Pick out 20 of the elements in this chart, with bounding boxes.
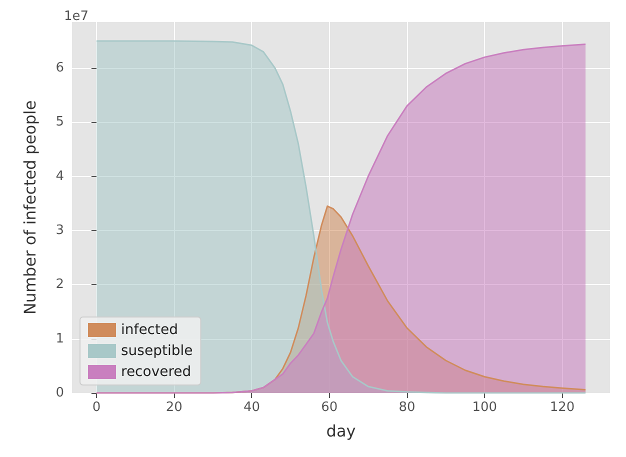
- legend-label: suseptible: [121, 343, 193, 359]
- x-tick-label: 20: [166, 400, 182, 415]
- y-tick-label: 0: [56, 386, 64, 400]
- y-tick-label: 3: [56, 223, 64, 238]
- x-tick-label: 100: [472, 400, 498, 415]
- annotation: 1e7: [64, 9, 89, 24]
- x-tick-label: 120: [550, 400, 575, 415]
- y-tick-label: 5: [56, 114, 64, 130]
- x-tick-label: 80: [398, 400, 416, 415]
- x-tick-label: 60: [321, 400, 338, 415]
- y-tick-label: 4: [56, 168, 64, 184]
- y-axis-title: Number of infected people: [20, 100, 40, 315]
- legend-label: recovered: [121, 364, 192, 380]
- y-tick-label: 2: [56, 277, 64, 292]
- x-tick-label: 40: [243, 400, 260, 415]
- y-tick-label: 1: [56, 331, 64, 346]
- x-tick-label: 0: [92, 400, 101, 415]
- y-tick-label: 6: [56, 60, 64, 76]
- x-axis-title: day: [326, 422, 356, 440]
- legend-label: infected: [121, 322, 178, 338]
